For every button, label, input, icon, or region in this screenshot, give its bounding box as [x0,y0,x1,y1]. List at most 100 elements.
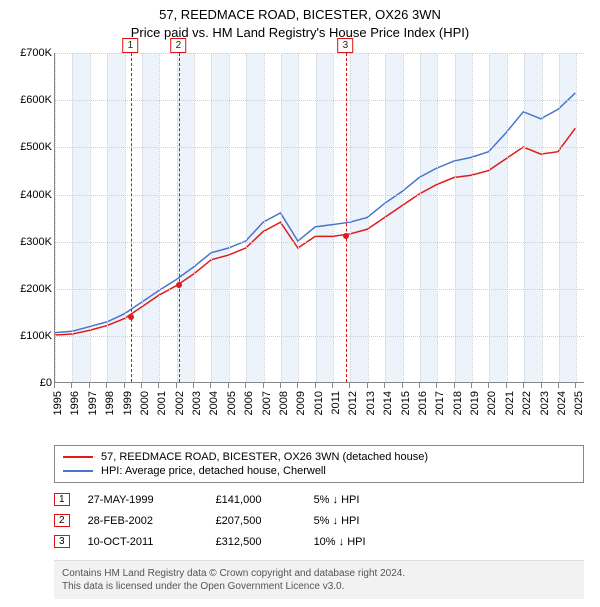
gridline-v [489,53,490,382]
footer-attribution: Contains HM Land Registry data © Crown c… [54,560,584,599]
x-tick [54,383,55,388]
event-price: £141,000 [216,494,296,506]
event-date: 10-OCT-2011 [88,536,198,548]
legend-row: 57, REEDMACE ROAD, BICESTER, OX26 3WN (d… [63,450,575,464]
x-axis-label: 1999 [122,391,134,415]
gridline-v [437,53,438,382]
event-marker: 1 [54,493,70,506]
x-tick [575,383,576,388]
x-axis-label: 2004 [208,391,220,415]
x-tick [315,383,316,388]
y-axis-label: £400K [20,189,52,201]
x-tick [384,383,385,388]
chart-title: 57, REEDMACE ROAD, BICESTER, OX26 3WN Pr… [8,6,592,41]
event-marker-dot [343,233,349,239]
x-tick [558,383,559,388]
y-axis-label: £500K [20,141,52,153]
gridline-v [90,53,91,382]
x-axis-label: 1995 [52,391,64,415]
x-tick [263,383,264,388]
legend-row: HPI: Average price, detached house, Cher… [63,464,575,478]
gridline-v [576,53,577,382]
x-tick [471,383,472,388]
x-axis-label: 2021 [504,391,516,415]
footer-line: This data is licensed under the Open Gov… [62,580,576,593]
x-tick [523,383,524,388]
x-axis-label: 2019 [469,391,481,415]
x-tick [436,383,437,388]
gridline-v [559,53,560,382]
gridline-v [403,53,404,382]
x-tick [297,383,298,388]
x-axis-label: 2007 [261,391,273,415]
x-axis-label: 2011 [330,391,342,415]
x-axis-label: 2005 [226,391,238,415]
x-axis-label: 2001 [156,391,168,415]
plot-area [54,53,584,383]
gridline-v [264,53,265,382]
gridline-v [507,53,508,382]
x-tick [245,383,246,388]
x-tick [158,383,159,388]
gridline-v [385,53,386,382]
gridline-v [142,53,143,382]
gridline-v [107,53,108,382]
chart-container: 57, REEDMACE ROAD, BICESTER, OX26 3WN Pr… [0,0,600,607]
event-diff: 5% ↓ HPI [314,494,374,506]
gridline-v [368,53,369,382]
legend-swatch [63,456,93,458]
gridline-h [55,100,584,101]
x-axis-label: 2024 [556,391,568,415]
x-axis-label: 2003 [191,391,203,415]
gridline-v [281,53,282,382]
gridline-v [420,53,421,382]
event-price: £207,500 [216,515,296,527]
x-axis-label: 2017 [434,391,446,415]
title-line1: 57, REEDMACE ROAD, BICESTER, OX26 3WN [8,6,592,24]
chart-area: 1995199619971998199920002001200220032004… [8,45,592,445]
gridline-v [72,53,73,382]
x-axis-label: 2008 [278,391,290,415]
title-line2: Price paid vs. HM Land Registry's House … [8,24,592,42]
gridline-h [55,195,584,196]
x-tick [541,383,542,388]
event-price: £312,500 [216,536,296,548]
gridline-v [194,53,195,382]
gridline-v [211,53,212,382]
event-line [131,53,132,382]
event-row: 1 27-MAY-1999 £141,000 5% ↓ HPI [54,489,584,510]
y-axis-label: £200K [20,283,52,295]
x-tick [141,383,142,388]
y-axis-label: £600K [20,94,52,106]
x-axis-label: 2015 [400,391,412,415]
x-axis-label: 2016 [417,391,429,415]
event-date: 27-MAY-1999 [88,494,198,506]
x-axis-label: 2009 [295,391,307,415]
series-svg [55,53,584,382]
gridline-v [472,53,473,382]
x-tick [228,383,229,388]
gridline-v [524,53,525,382]
legend-label: HPI: Average price, detached house, Cher… [101,465,326,477]
event-line [346,53,347,382]
event-line [179,53,180,382]
x-axis-label: 1996 [69,391,81,415]
gridline-v [350,53,351,382]
events-table: 1 27-MAY-1999 £141,000 5% ↓ HPI 2 28-FEB… [54,489,584,552]
x-tick [193,383,194,388]
event-marker-dot [176,282,182,288]
y-axis-label: £0 [40,377,52,389]
x-tick [71,383,72,388]
x-tick [367,383,368,388]
x-axis-label: 2013 [365,391,377,415]
x-tick [402,383,403,388]
x-tick [454,383,455,388]
x-tick [280,383,281,388]
x-tick [89,383,90,388]
gridline-h [55,242,584,243]
x-tick [349,383,350,388]
x-axis-label: 2025 [573,391,585,415]
legend-swatch [63,470,93,472]
event-flag: 3 [338,38,354,53]
gridline-v [455,53,456,382]
